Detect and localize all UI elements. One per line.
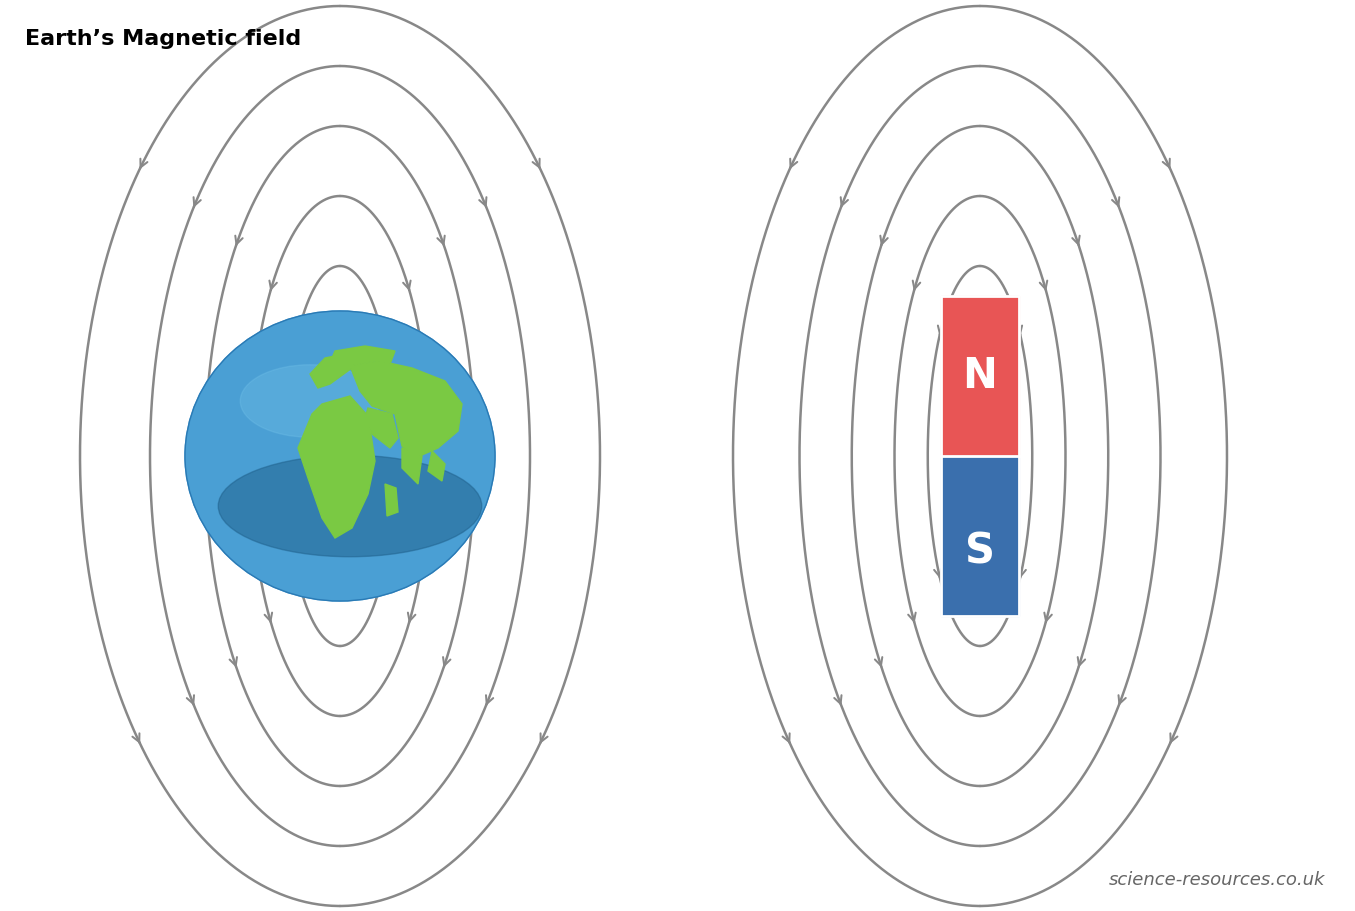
- Bar: [940, 296, 1019, 616]
- Text: N: N: [962, 355, 997, 397]
- Polygon shape: [364, 408, 398, 448]
- Polygon shape: [332, 346, 396, 366]
- Polygon shape: [350, 361, 462, 458]
- Polygon shape: [402, 448, 421, 484]
- Polygon shape: [310, 354, 352, 388]
- Polygon shape: [428, 451, 444, 481]
- Text: S: S: [965, 531, 995, 573]
- Bar: [940, 456, 1019, 616]
- Ellipse shape: [218, 456, 482, 557]
- Polygon shape: [385, 484, 398, 516]
- Text: science-resources.co.uk: science-resources.co.uk: [1108, 871, 1325, 889]
- Bar: [940, 296, 1019, 456]
- Text: Earth’s Magnetic field: Earth’s Magnetic field: [24, 29, 301, 49]
- Ellipse shape: [240, 364, 379, 437]
- Ellipse shape: [186, 311, 495, 601]
- Polygon shape: [298, 396, 375, 538]
